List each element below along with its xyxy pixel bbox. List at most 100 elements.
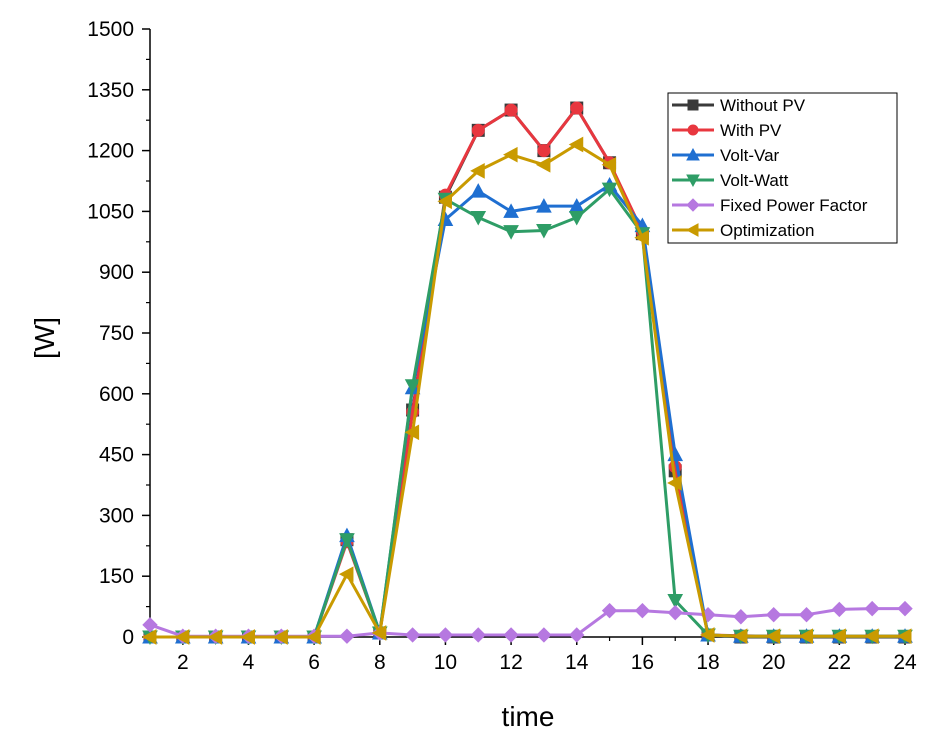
y-tick-label: 0 [122, 626, 134, 649]
data-point [569, 627, 585, 643]
data-point [537, 144, 551, 158]
data-point [568, 210, 585, 226]
series-layer [141, 101, 913, 646]
data-point [896, 628, 912, 645]
x-tick-label: 4 [243, 651, 255, 674]
data-point [471, 123, 485, 137]
legend-marker [686, 147, 700, 161]
legend-item: Optimization [672, 221, 814, 240]
data-point [306, 629, 321, 645]
data-point [831, 601, 848, 618]
x-tick-label: 22 [828, 651, 851, 674]
data-point [535, 156, 551, 173]
data-point [141, 629, 157, 645]
data-point [503, 203, 519, 218]
series-line [149, 607, 905, 638]
data-point [503, 146, 518, 163]
data-point [338, 566, 354, 583]
x-tick-label: 14 [565, 651, 589, 674]
y-axis-title: [W] [29, 317, 60, 359]
legend-label: Optimization [720, 221, 814, 240]
data-point [765, 606, 782, 623]
legend-item: With PV [672, 121, 782, 140]
legend-item: Without PV [672, 96, 806, 115]
data-point [470, 183, 487, 198]
data-point [503, 225, 519, 240]
x-tick-label: 8 [374, 651, 386, 674]
data-point [601, 182, 618, 198]
y-tick-label: 1350 [87, 79, 134, 102]
data-point [732, 628, 748, 645]
legend-marker [687, 99, 699, 111]
data-point [273, 629, 288, 645]
data-point [339, 628, 355, 644]
legend-marker [687, 124, 699, 136]
data-point [634, 602, 651, 619]
y-tick-label: 750 [99, 322, 134, 345]
y-tick-label: 600 [99, 383, 134, 406]
data-point [798, 628, 814, 645]
data-point [470, 163, 485, 179]
x-axis-title: time [502, 701, 555, 732]
legend-item: Volt-Var [672, 146, 780, 165]
data-point [601, 602, 618, 619]
data-point [798, 606, 815, 623]
data-point [831, 628, 846, 645]
x-tick-label: 12 [499, 651, 522, 674]
data-point [404, 627, 421, 643]
data-point [634, 229, 649, 246]
data-point [667, 475, 682, 491]
data-point [240, 629, 255, 645]
series-line [150, 187, 905, 639]
data-point [503, 627, 519, 643]
data-point [897, 600, 913, 617]
y-tick-label: 1050 [87, 200, 134, 223]
data-point [667, 594, 684, 609]
x-tick-label: 24 [893, 651, 917, 674]
legend-item: Volt-Watt [672, 171, 789, 190]
x-tick-label: 6 [308, 651, 320, 674]
data-point [536, 627, 552, 643]
legend-label: Fixed Power Factor [720, 196, 868, 215]
data-point [339, 533, 355, 548]
data-point [864, 628, 879, 645]
data-point [864, 600, 880, 617]
data-point [437, 193, 452, 210]
legend-marker [685, 223, 699, 237]
legend-label: Without PV [720, 96, 806, 115]
data-point [504, 103, 518, 117]
data-point [470, 627, 486, 643]
legend-marker [686, 198, 700, 212]
x-tick-label: 20 [762, 651, 785, 674]
legend-box [667, 92, 898, 244]
legend-label: Volt-Watt [720, 171, 789, 190]
data-point [733, 609, 749, 625]
data-point [404, 424, 420, 441]
data-point [142, 617, 158, 633]
data-point [174, 629, 190, 645]
data-point [536, 198, 552, 213]
y-tick-label: 1500 [87, 18, 134, 41]
data-point [437, 627, 454, 643]
x-tick-label: 10 [434, 651, 457, 674]
data-point [601, 156, 617, 173]
series-5 [141, 136, 912, 645]
series-line [150, 183, 905, 639]
data-point [699, 627, 715, 643]
series-2 [142, 176, 913, 644]
data-point [570, 101, 584, 115]
y-tick-label: 150 [99, 565, 134, 588]
x-tick-label: 18 [696, 651, 719, 674]
y-tick-label: 1200 [87, 140, 134, 163]
y-tick-label: 300 [99, 504, 134, 527]
x-tick-label: 16 [631, 651, 654, 674]
series-3 [142, 182, 913, 646]
data-point [404, 379, 421, 394]
data-point [207, 629, 223, 645]
legend: Without PV With PV Volt-Var Volt-Watt Fixed … [667, 92, 898, 244]
data-point [765, 628, 781, 645]
y-tick-label: 900 [99, 261, 134, 284]
legend-label: With PV [720, 121, 782, 140]
